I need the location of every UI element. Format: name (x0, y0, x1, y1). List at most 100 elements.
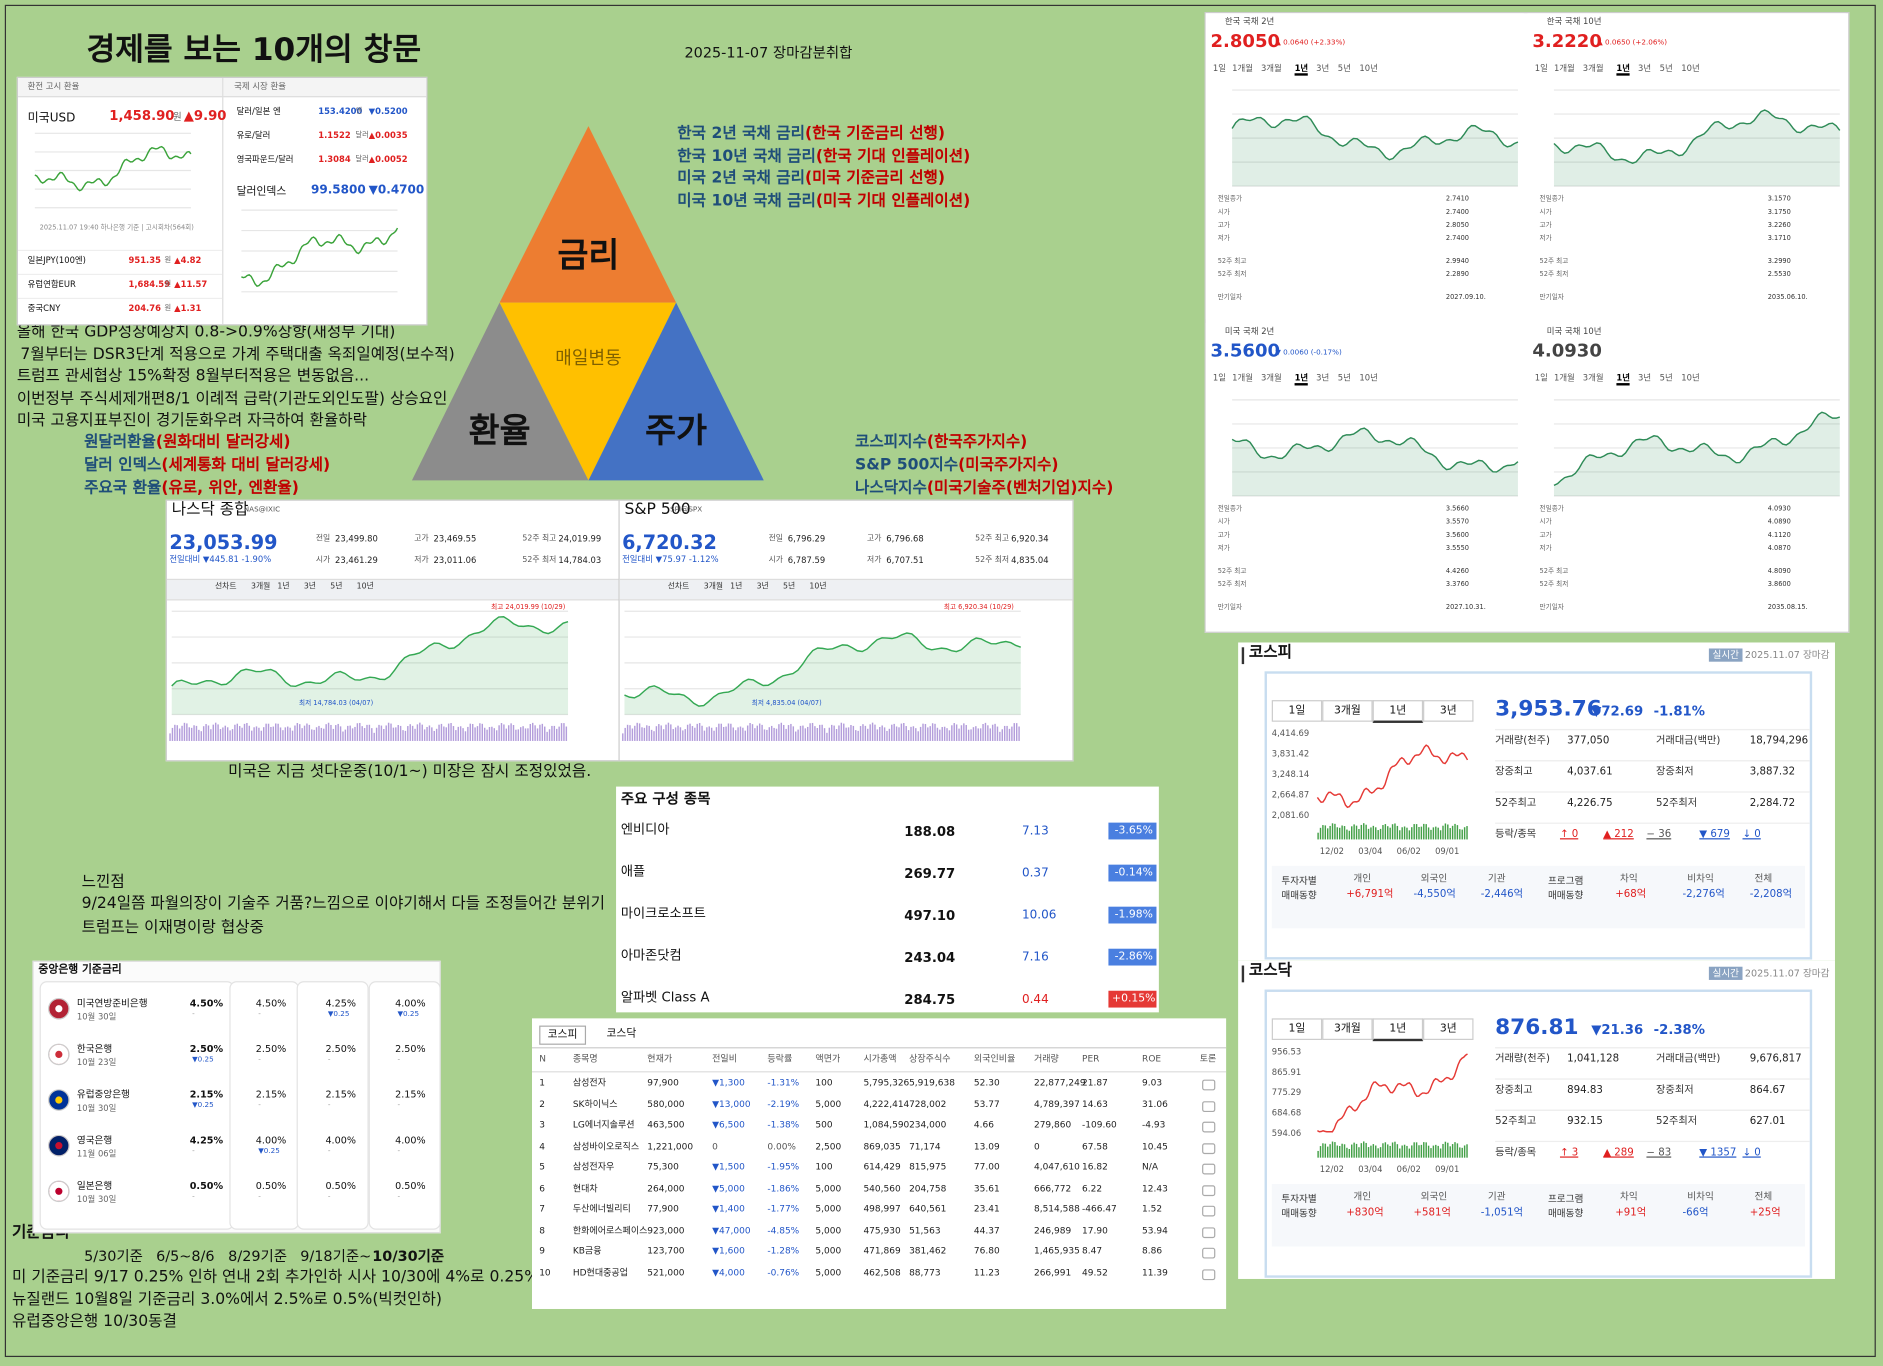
note: 8/29기준 (228, 1247, 288, 1265)
axis-label: 684.68 (1271, 1108, 1302, 1119)
rate-value: 4.00% (395, 997, 426, 1009)
axis-label: 594.06 (1271, 1128, 1302, 1139)
table-cell: 463,500 (647, 1119, 685, 1131)
bond-panel: 한국 국채 2년 2.8050 ▲ 0.0640 (+2.33%) 1일 1개월 3개월 1… (1204, 12, 1850, 633)
note: (세계통화 대비 달러강세) (161, 456, 331, 475)
currency-value: 951.35 (128, 255, 161, 266)
investor-label: 전체 (1754, 873, 1773, 884)
bond-name: 한국 국채 2년 (1224, 16, 1275, 27)
stat-label: 시가 (768, 554, 783, 565)
tab: 1일 (1271, 700, 1323, 723)
axis-label: 09/01 (1435, 846, 1460, 857)
investor-value: -66억 (1682, 1206, 1709, 1219)
bank-date: 10월 30일 (76, 1194, 117, 1205)
triangle-label: 매일변동 (555, 347, 622, 369)
row-divider (1495, 760, 1810, 762)
table-cell: 2 (539, 1098, 545, 1110)
note: 미국 고용지표부진이 경기둔화우려 자극하여 환율하락 (16, 411, 368, 430)
axis-label: 3,831.42 (1271, 749, 1310, 759)
table-cell: 0 (1033, 1140, 1040, 1152)
table-cell: 0 (712, 1140, 718, 1152)
stock-price: 269.77 (904, 865, 956, 882)
rate-value: 4.00% (325, 1134, 356, 1146)
stat-value: 2.7400 (1445, 235, 1470, 243)
stat-value: 23,499.80 (335, 534, 378, 545)
stat-label: 시가 (1217, 208, 1230, 217)
stat-value: 4.4260 (1445, 568, 1470, 576)
stat-label: 52주 최저 (1217, 581, 1247, 589)
rate-value: 4.25% (189, 1134, 224, 1146)
note: (미국기술주(벤처기업)지수) (926, 479, 1114, 498)
bond-card: 한국 국채 2년 2.8050 ▲ 0.0640 (+2.33%) 1일 1개월 3개월 1… (1205, 13, 1524, 320)
index-code: SPI@SPX (670, 505, 703, 514)
table-cell: 11.39 (1142, 1266, 1168, 1278)
text: 달러 (355, 154, 369, 164)
currency-name: 일본JPY(100엔) (27, 255, 86, 266)
rate-change: - (258, 1055, 261, 1064)
note-title: 느낀점 (81, 873, 125, 892)
stat-value: 932.15 (1567, 1115, 1603, 1128)
currency-value: 153.4200 (318, 106, 363, 117)
table-cell: SK하이닉스 (572, 1098, 618, 1110)
stat-value: 3.1570 (1767, 195, 1791, 203)
table-cell: 13.09 (973, 1140, 1000, 1152)
stock-pct: -3.65% (1108, 822, 1157, 840)
stat-label: 52주 최고 (1217, 568, 1247, 576)
text: 국제 시장 환율 (234, 81, 286, 92)
rate-change: - (327, 1101, 331, 1110)
table-cell: -1.38% (767, 1119, 800, 1131)
rate-value: 4.00% (255, 1134, 287, 1146)
date: 2025-11-07 장마감분취합 (684, 44, 853, 62)
note: (원화대비 달러강세) (155, 433, 291, 452)
rate-value: 2.15% (189, 1089, 224, 1101)
table-cell: 한화에어로스페이스 (572, 1224, 648, 1236)
currency-name: 중국CNY (27, 303, 61, 314)
bank-date: 10월 23일 (76, 1057, 117, 1068)
column-header: 거래량 (1033, 1053, 1059, 1064)
currency-change: ▲0.0052 (368, 154, 408, 165)
table-cell: 1 (539, 1077, 545, 1089)
rate-value: 2.15% (395, 1089, 426, 1101)
stat-value: 3.2260 (1767, 222, 1791, 230)
chart-image (171, 610, 569, 716)
investor-label: 차익 (1620, 1191, 1638, 1203)
market-value: 3,953.76 (1495, 696, 1602, 722)
stat-label: 만기일자 (1217, 294, 1243, 302)
table-cell: ▼1,400 (712, 1203, 745, 1215)
table-cell: 580,000 (647, 1098, 685, 1110)
table-cell: 88,773 (909, 1266, 941, 1278)
table-cell: 869,035 (863, 1140, 901, 1152)
tab: 1년 (277, 581, 290, 591)
rate-value: 2.50% (255, 1043, 287, 1055)
stat-value: 2.9940 (1445, 258, 1470, 266)
comment-icon (1202, 1247, 1216, 1259)
stat-label: 저가 (1217, 235, 1230, 243)
column-header: 등락률 (767, 1053, 793, 1064)
index-value: 23,053.99 (169, 530, 278, 554)
title-bar (1241, 647, 1245, 665)
panel-title: 중앙은행 기준금리 (38, 964, 122, 977)
stock-change: 7.16 (1021, 951, 1049, 965)
investor-value: -1,051억 (1480, 1206, 1524, 1219)
comment-icon (1202, 1100, 1216, 1112)
comment-icon (1202, 1079, 1216, 1091)
text: 2025.11.07 19:40 하나은행 기준 | 고시회차(564회) (39, 224, 194, 232)
tab: 10년 (1359, 373, 1378, 384)
investor-value: +581억 (1413, 1206, 1451, 1219)
axis-label: 12/02 (1319, 1164, 1345, 1175)
tab: 10년 (1681, 63, 1700, 74)
tab: 선차트 (214, 581, 237, 591)
currency-name: 영국파운드/달러 (236, 154, 294, 165)
stat-value: 23,461.29 (335, 556, 378, 566)
table-cell: 16.82 (1082, 1161, 1108, 1173)
table-cell: 475,930 (863, 1224, 901, 1236)
table-cell: -2.19% (767, 1098, 800, 1110)
table-cell: 17.90 (1082, 1224, 1108, 1236)
tab: 1년 (1372, 700, 1424, 724)
table-cell: 234,000 (909, 1119, 947, 1131)
table-cell: 77,900 (647, 1203, 679, 1215)
row-divider (1495, 1078, 1810, 1080)
table-cell: 5,000 (815, 1266, 842, 1278)
stat-label: 거래대금(백만) (1656, 734, 1721, 747)
market-change: ▼21.36 (1591, 1021, 1644, 1038)
